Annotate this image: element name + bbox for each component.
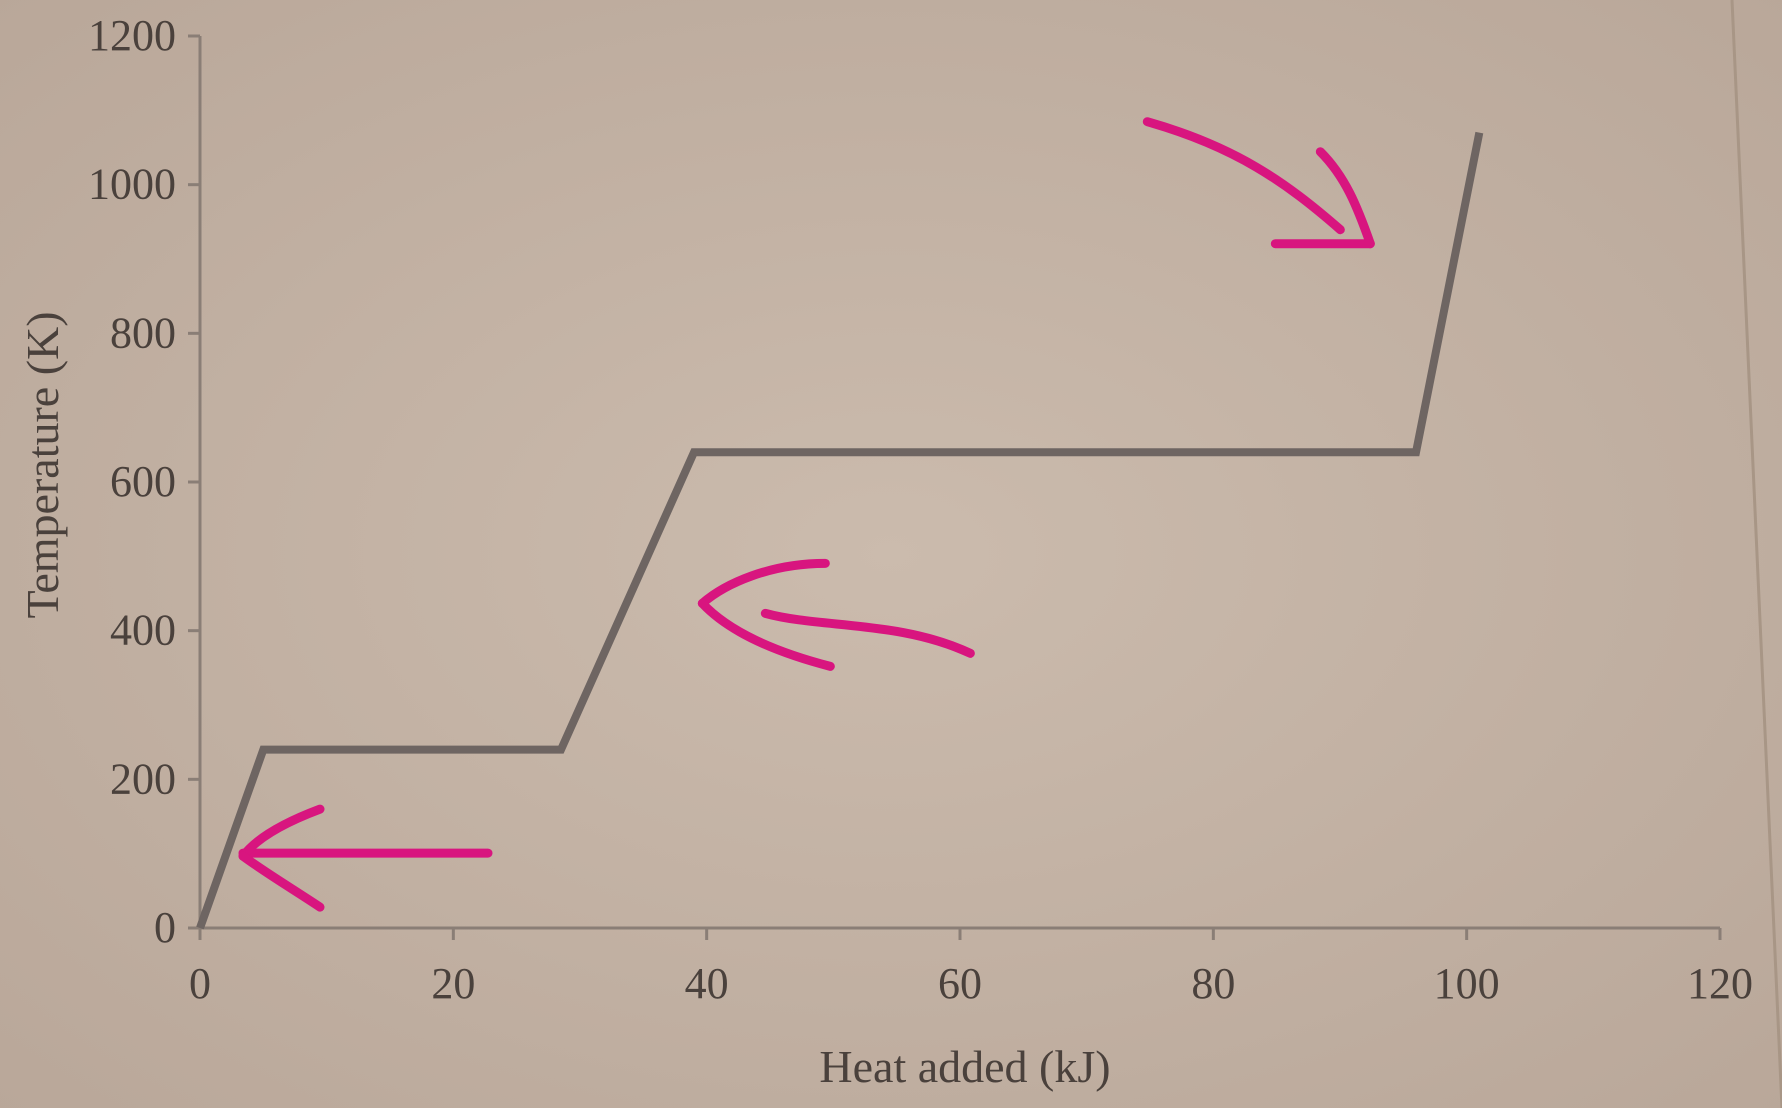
y-tick-label: 600 [110, 457, 176, 506]
x-tick-label: 40 [685, 959, 729, 1008]
hand-drawn-arrow [238, 804, 493, 912]
arrow-shaft [1142, 117, 1345, 235]
arrow-head-stroke [238, 804, 325, 861]
y-tick-label: 800 [110, 308, 176, 357]
page-edge [1730, 0, 1782, 1108]
y-tick-label: 0 [154, 903, 176, 952]
y-tick-label: 400 [110, 606, 176, 655]
y-tick-label: 1200 [88, 11, 176, 60]
hand-drawn-arrow [1142, 117, 1375, 249]
arrow-head-stroke [238, 851, 325, 912]
x-tick-label: 120 [1687, 959, 1753, 1008]
x-tick-label: 60 [938, 959, 982, 1008]
x-tick-label: 20 [431, 959, 475, 1008]
y-tick-label: 200 [110, 754, 176, 803]
series [196, 131, 1484, 930]
y-axis-title: Temperature (K) [17, 311, 68, 618]
hand-drawn-arrow [697, 558, 975, 671]
arrow-head-stroke [1315, 147, 1375, 249]
x-tick-label: 80 [1191, 959, 1235, 1008]
arrow-head-stroke [697, 598, 835, 671]
x-tick-label: 0 [189, 959, 211, 1008]
x-axis-title: Heat added (kJ) [819, 1041, 1110, 1092]
heating-curve-line [196, 131, 1484, 930]
annotations [238, 117, 1375, 912]
x-tick-label: 100 [1434, 959, 1500, 1008]
arrow-shaft [760, 608, 975, 658]
arrow-head-stroke [697, 558, 830, 608]
y-tick-label: 1000 [88, 160, 176, 209]
